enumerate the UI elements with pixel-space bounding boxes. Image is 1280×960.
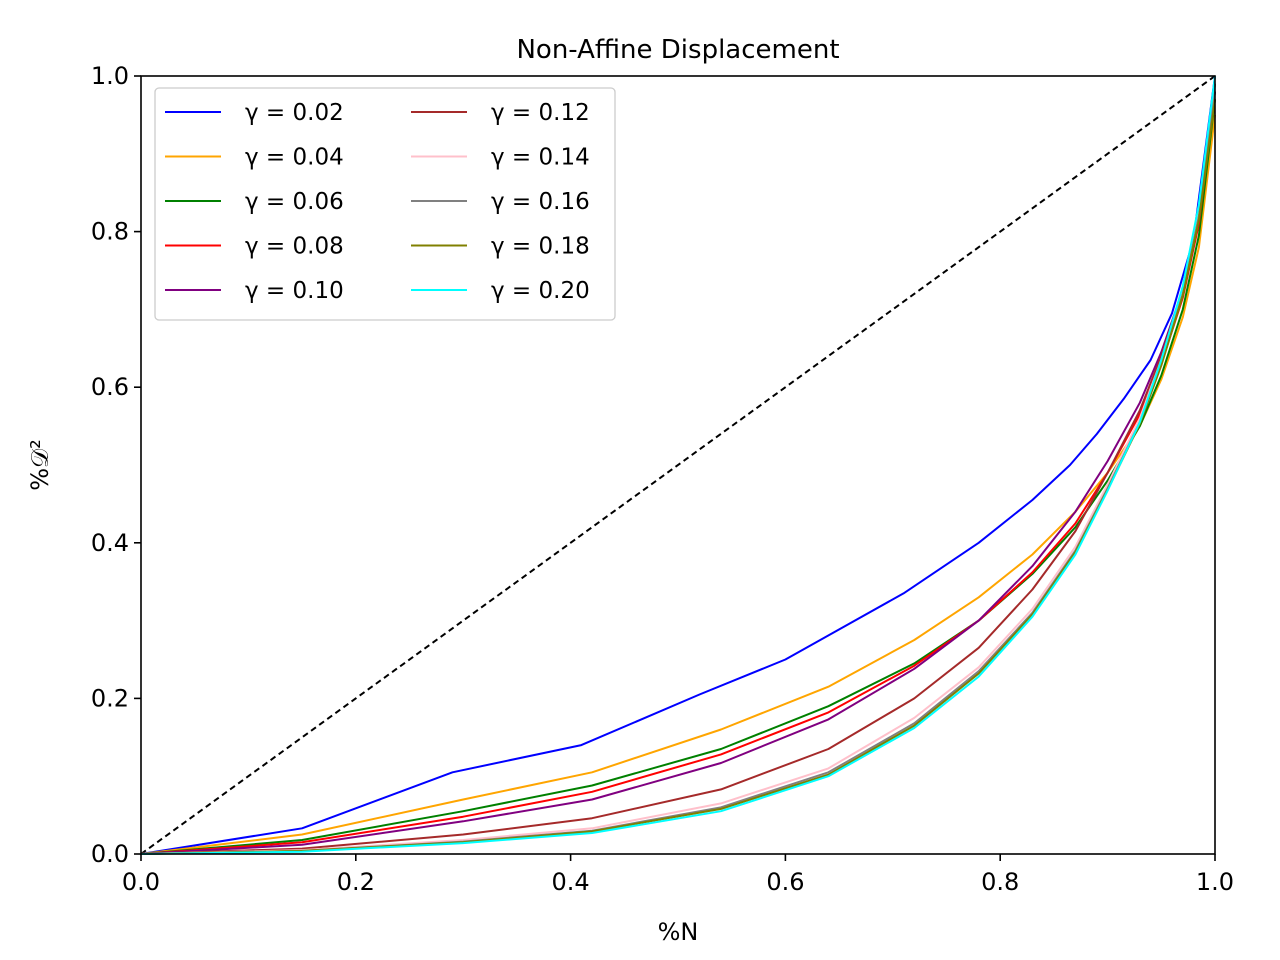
x-tick-label: 0.0	[122, 868, 160, 896]
y-tick-label: 0.0	[91, 840, 129, 868]
axes-frame	[140, 75, 1216, 855]
legend-label: γ = 0.14	[491, 145, 590, 171]
y-axis-ticks: 0.0 0.2 0.4 0.6 0.8 1.0	[91, 62, 141, 868]
x-axis-ticks: 0.0 0.2 0.4 0.6 0.8 1.0	[122, 854, 1234, 896]
y-tick-label: 0.2	[91, 684, 129, 712]
series-line-9	[140, 75, 1216, 855]
y-tick-label: 0.8	[91, 218, 129, 246]
plot-area	[140, 75, 1216, 855]
series-line-1	[140, 114, 1216, 855]
legend-label: γ = 0.18	[491, 234, 590, 260]
chart-title: Non-Affine Displacement	[516, 35, 839, 65]
legend-label: γ = 0.06	[245, 189, 344, 215]
legend-entries: γ = 0.02 γ = 0.04 γ = 0.06 γ = 0.08 γ = 0.10…	[165, 100, 590, 304]
y-tick-label: 0.6	[91, 373, 129, 401]
series-layer	[140, 75, 1216, 855]
legend-label: γ = 0.02	[245, 100, 344, 126]
x-axis-label: %N	[658, 918, 699, 946]
series-line-0	[140, 75, 1216, 855]
x-tick-label: 1.0	[1196, 868, 1234, 896]
legend-label: γ = 0.10	[245, 278, 344, 304]
legend-label: γ = 0.04	[245, 145, 344, 171]
y-tick-label: 1.0	[91, 62, 129, 90]
x-tick-label: 0.2	[337, 868, 375, 896]
legend-box	[154, 87, 616, 321]
legend-label: γ = 0.08	[245, 234, 344, 260]
reference-line-layer	[140, 75, 1216, 855]
legend: γ = 0.02 γ = 0.04 γ = 0.06 γ = 0.08 γ = 0.10…	[154, 87, 616, 321]
y-axis-label: %𝒟²	[26, 439, 54, 491]
reference-line	[140, 75, 1216, 855]
y-tick-label: 0.4	[91, 529, 129, 557]
series-line-8	[140, 99, 1216, 855]
x-tick-label: 0.4	[552, 868, 590, 896]
legend-label: γ = 0.16	[491, 189, 590, 215]
x-tick-label: 0.6	[766, 868, 804, 896]
legend-label: γ = 0.20	[491, 278, 590, 304]
legend-label: γ = 0.12	[491, 100, 590, 126]
x-tick-label: 0.8	[981, 868, 1019, 896]
